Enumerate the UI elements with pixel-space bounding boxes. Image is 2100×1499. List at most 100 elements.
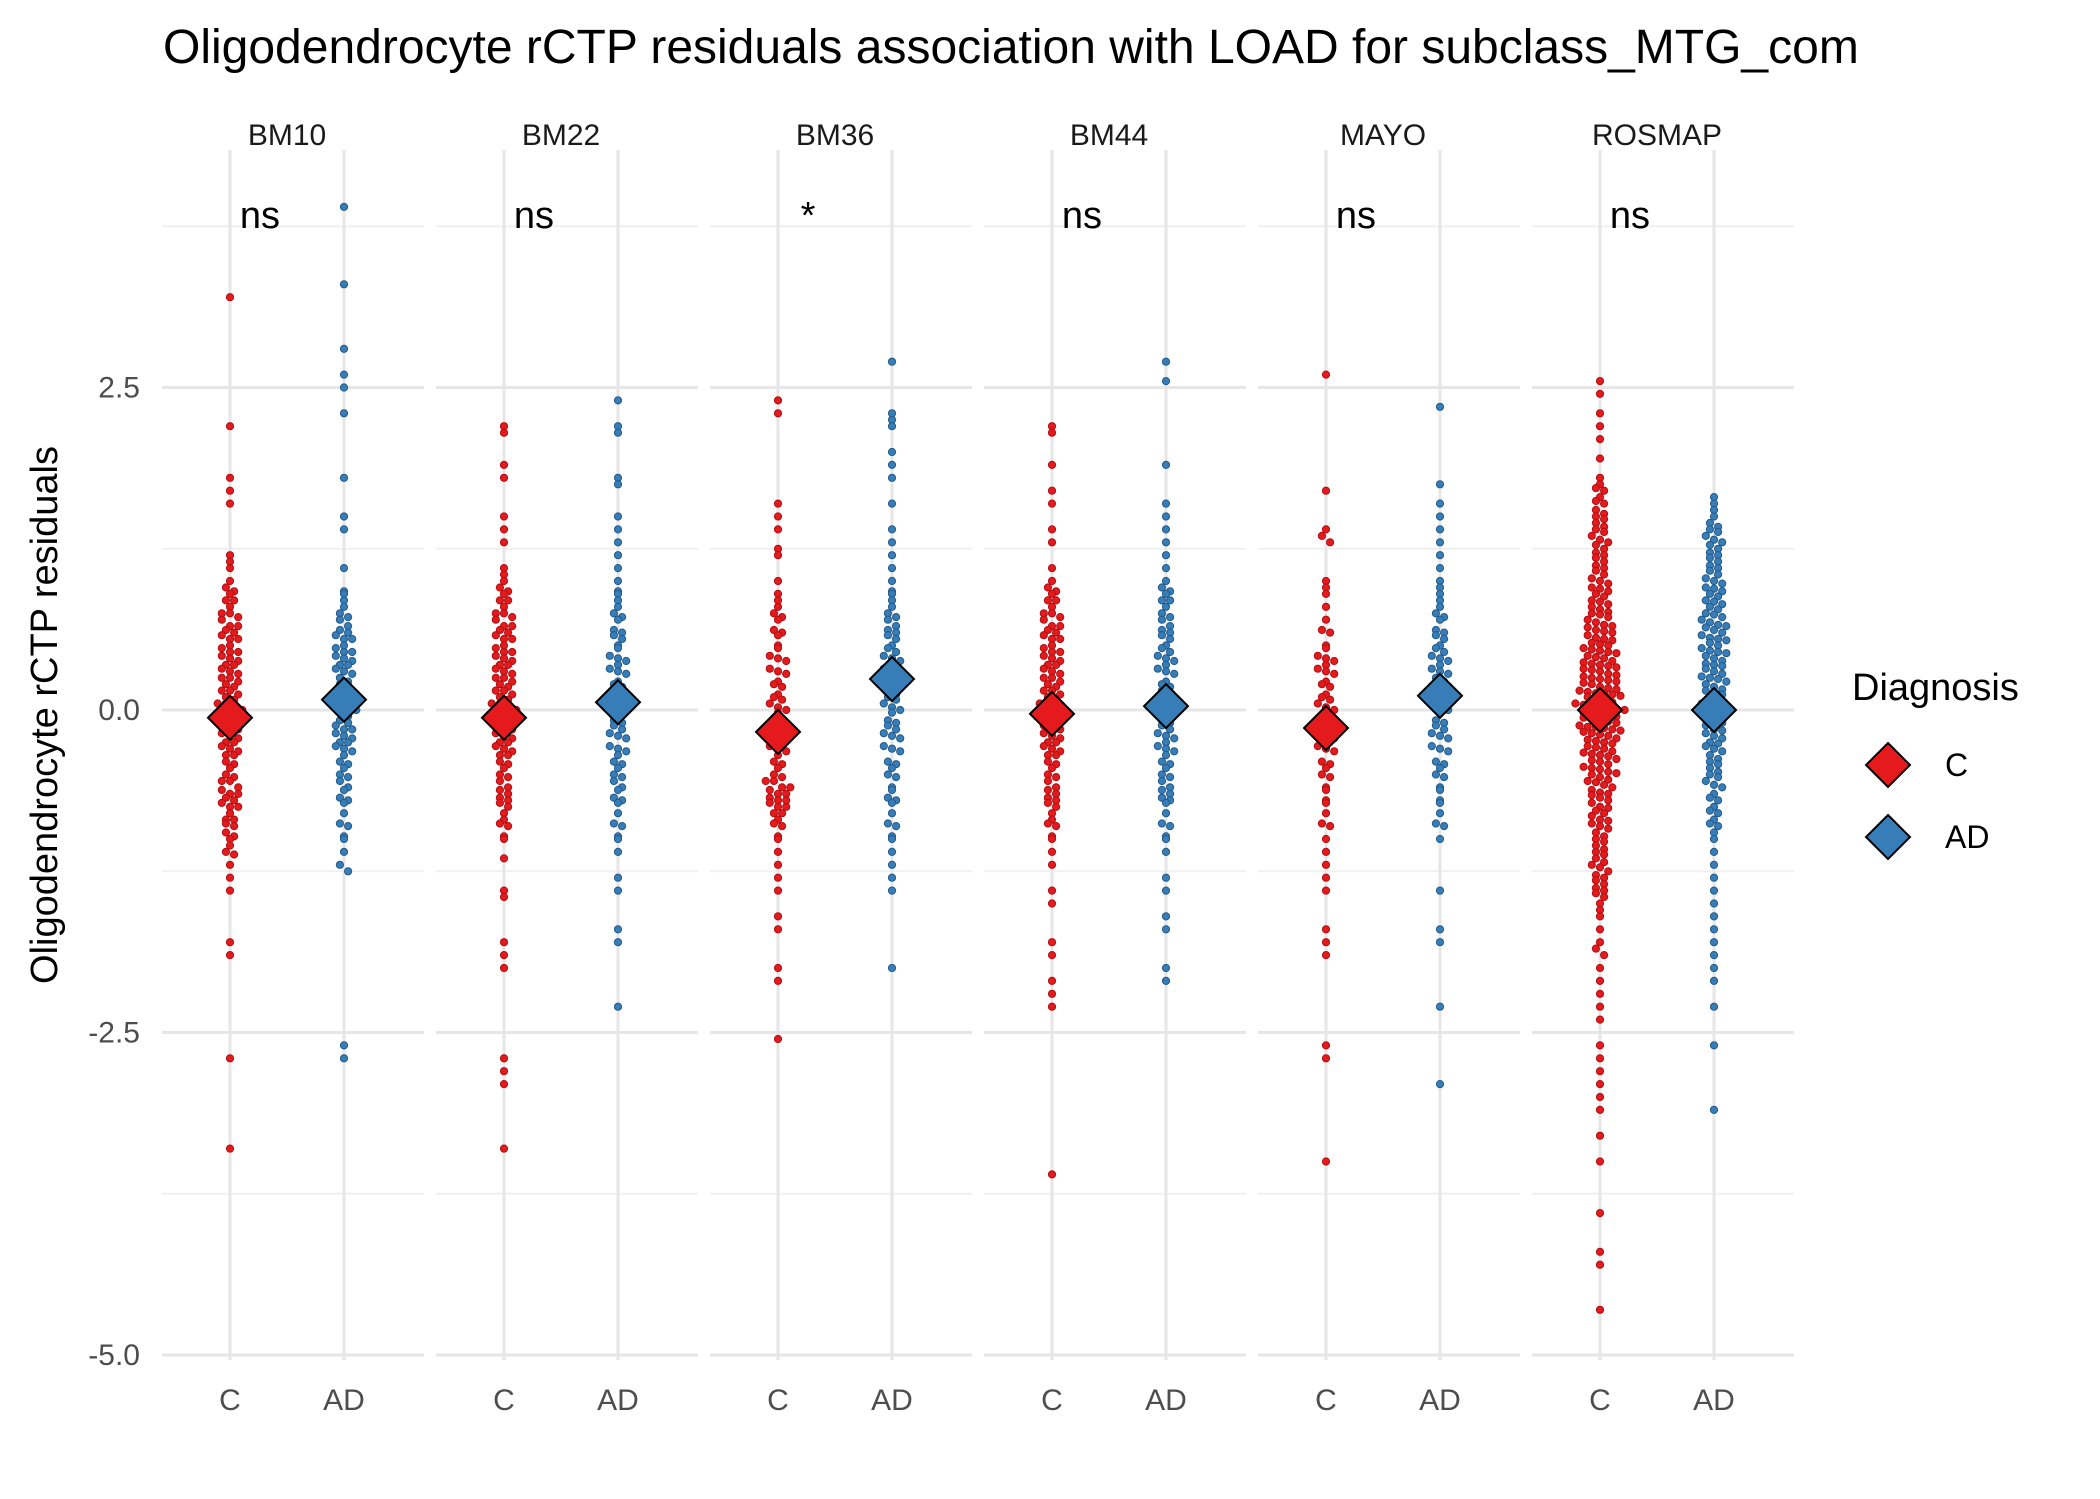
data-point [1039,615,1048,624]
data-point [1047,1002,1057,1011]
data-point [887,963,897,973]
data-point [613,551,623,560]
data-point [335,793,344,802]
data-point [221,757,230,766]
data-point [1595,1260,1605,1269]
data-point [225,1144,235,1153]
data-point [769,693,779,702]
data-point [1047,564,1057,573]
series-c [480,422,528,1153]
data-point [1591,806,1601,815]
data-point [1595,377,1605,386]
x-tick-label: AD [1693,1384,1735,1417]
data-point [1153,729,1162,738]
data-point [1705,673,1715,682]
data-point [339,525,349,534]
data-point [613,564,623,573]
data-point [1722,636,1731,645]
data-point [1595,389,1605,398]
data-point [613,538,623,547]
data-point [1440,725,1449,734]
mean-diamond [754,708,802,756]
data-point [887,473,897,482]
strip-label: ROSMAP [1592,119,1722,152]
data-point [618,725,627,734]
data-point [1157,793,1167,802]
data-point [1714,822,1723,831]
data-point [1166,773,1175,782]
data-point [495,819,504,828]
data-point [504,628,513,637]
data-point [1604,538,1613,547]
data-point [1321,873,1331,882]
data-point [339,1054,349,1063]
data-point [887,602,897,611]
data-point [499,609,509,618]
data-point [1595,1305,1605,1314]
data-point [1056,669,1065,679]
data-point [1595,793,1605,802]
data-point [773,802,783,811]
data-point [499,854,509,863]
data-point [1595,1041,1605,1050]
data-point [1161,499,1171,508]
data-point [1166,596,1175,605]
data-point [217,644,226,653]
data-point [769,819,779,828]
series-c [754,396,802,1044]
y-tick-label: 0.0 [98,694,140,727]
data-point [1591,876,1601,885]
data-point [1161,460,1171,469]
data-point [1591,743,1601,752]
data-point [1435,551,1445,560]
mean-diamond [206,694,254,742]
series-ad [1142,357,1190,986]
data-point [234,647,243,657]
data-point [1583,651,1592,660]
data-point [887,785,897,795]
data-point [499,1067,509,1076]
data-point [221,770,230,779]
data-point [495,757,504,766]
data-point [613,763,623,773]
data-point [1047,938,1057,947]
data-point [1595,535,1605,544]
legend-key-ad [1864,813,1912,861]
data-point [1161,834,1171,844]
data-point [1047,834,1057,844]
data-point [1047,976,1057,986]
data-point [221,793,230,802]
data-point [1435,538,1445,547]
data-point [613,1002,623,1011]
data-point [1047,525,1057,534]
x-tick-label: C [1589,1384,1611,1417]
data-point [1591,589,1601,599]
data-point [773,925,783,934]
data-point [1435,1002,1445,1011]
series-c [1302,370,1350,1166]
data-point [1056,613,1065,622]
data-point [234,613,243,622]
data-point [348,647,357,657]
legend-title: Diagnosis [1852,667,2019,709]
data-point [1321,667,1331,676]
data-point [1705,525,1715,534]
data-point [887,744,897,753]
data-point [1317,625,1327,635]
data-point [1161,798,1171,808]
data-point [344,822,353,831]
data-point [1595,1209,1605,1218]
data-point [1039,644,1048,653]
data-point [613,396,623,405]
data-point [879,699,888,708]
data-point [508,669,517,679]
data-point [1709,667,1719,676]
data-point [1321,602,1331,611]
data-point [1587,609,1596,618]
data-point [504,660,513,670]
data-point [1579,664,1588,673]
data-point [1047,654,1057,663]
data-point [499,1080,509,1089]
data-point [1043,785,1053,795]
data-point [1591,525,1601,534]
